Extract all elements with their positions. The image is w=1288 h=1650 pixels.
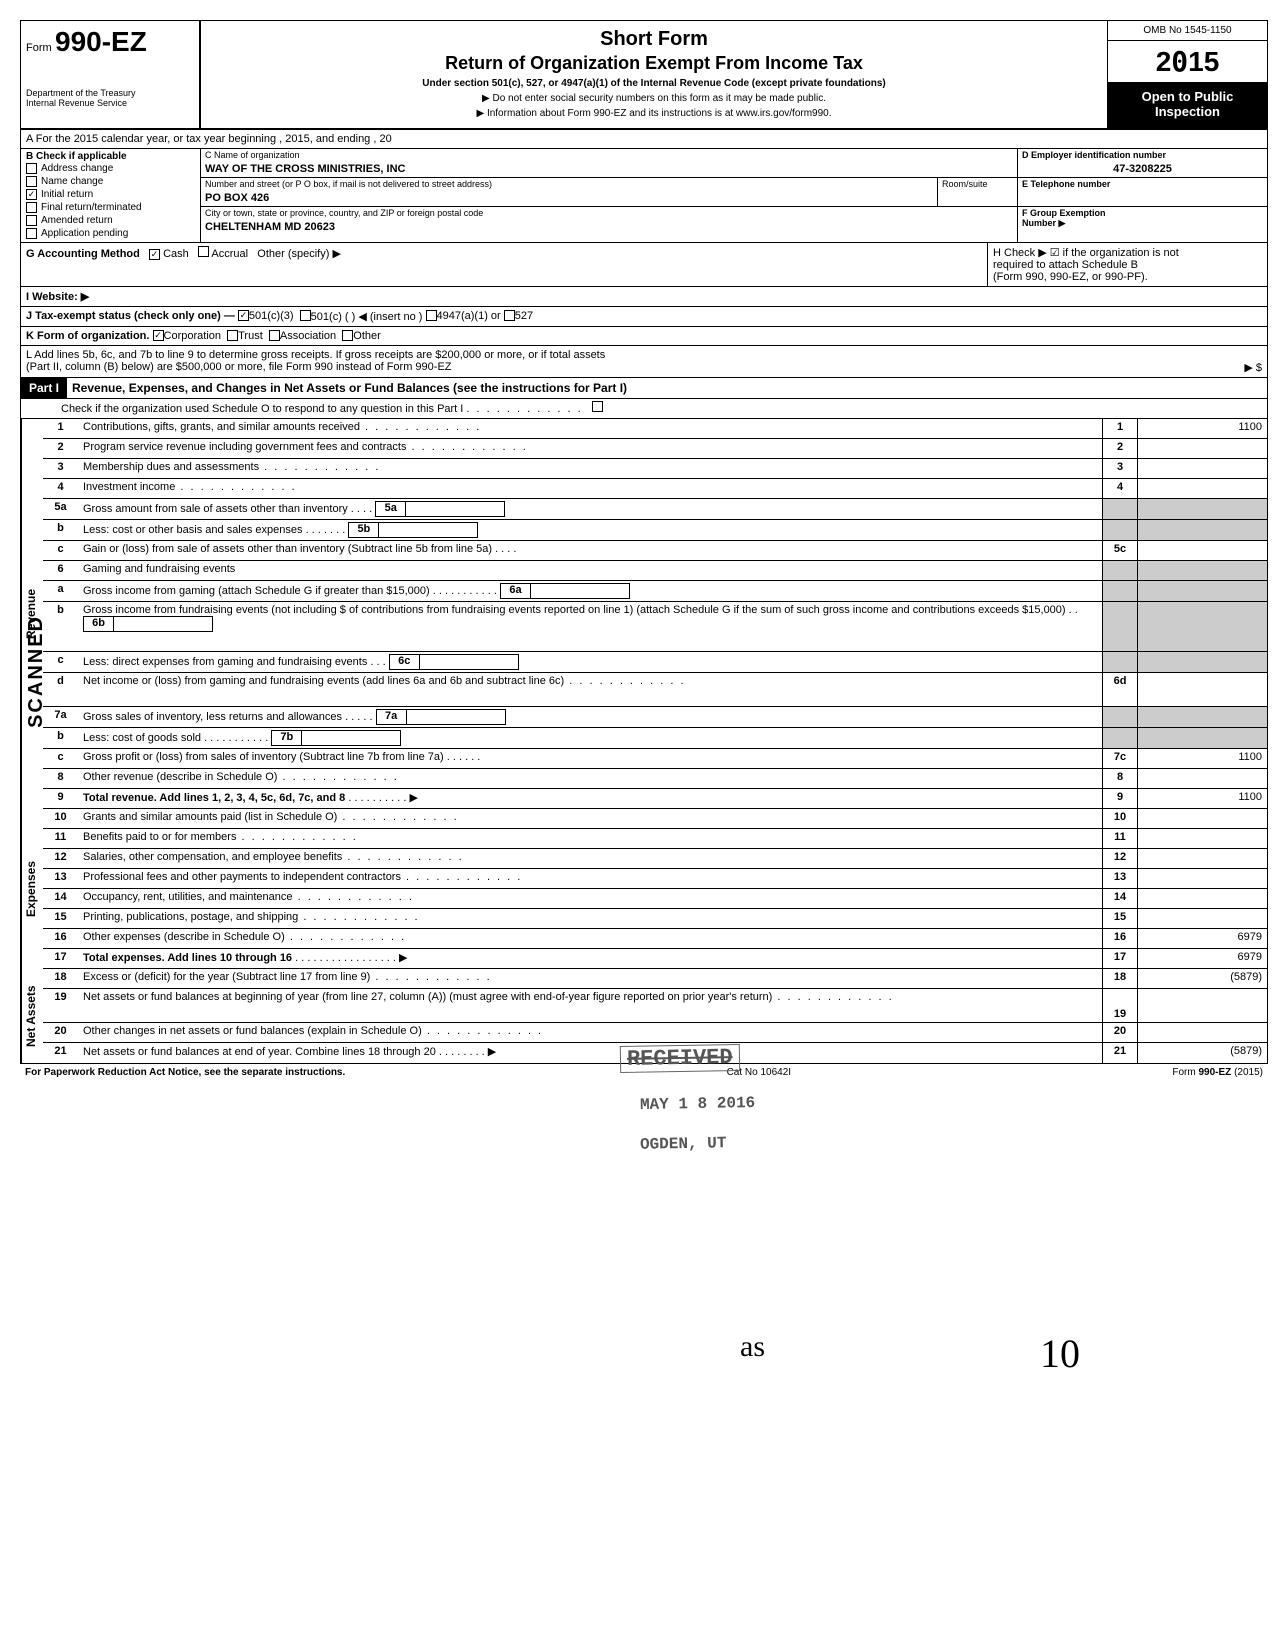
omb-number: OMB No 1545-1150 <box>1108 21 1267 41</box>
tax-year: 2015 <box>1108 41 1267 83</box>
form-of-org-row: K Form of organization. Corporation Trus… <box>21 327 1267 346</box>
amt-6d <box>1137 673 1267 706</box>
side-revenue: Revenue <box>21 419 43 809</box>
expenses-section: Expenses 10Grants and similar amounts pa… <box>21 809 1267 969</box>
handwriting-initials: as <box>740 1330 765 1364</box>
title-short-form: Short Form <box>211 28 1097 51</box>
city-state-zip: CHELTENHAM MD 20623 <box>201 219 1017 235</box>
cb-4947[interactable] <box>426 310 437 321</box>
label-accounting: G Accounting Method <box>26 248 140 260</box>
section-b-label: B Check if applicable <box>26 151 195 162</box>
form-number: 990-EZ <box>55 26 147 57</box>
section-h: H Check ▶ ☑ if the organization is not r… <box>987 243 1267 286</box>
handwriting-number: 10 <box>1040 1330 1080 1377</box>
stamp-received: RECEIVED <box>620 1044 740 1073</box>
label-org-name: C Name of organization <box>201 149 1017 161</box>
revenue-section: Revenue 1Contributions, gifts, grants, a… <box>21 419 1267 809</box>
amt-17: 6979 <box>1137 949 1267 968</box>
amt-2 <box>1137 439 1267 458</box>
part1-header: Part I Revenue, Expenses, and Changes in… <box>21 378 1267 399</box>
website-row: I Website: ▶ <box>21 287 1267 307</box>
cb-501c3[interactable] <box>238 310 249 321</box>
cb-other-org[interactable] <box>342 330 353 341</box>
label-phone: E Telephone number <box>1018 178 1267 190</box>
line-l: L Add lines 5b, 6c, and 7b to line 9 to … <box>21 346 1267 378</box>
amt-9: 1100 <box>1137 789 1267 808</box>
form-prefix: Form <box>26 42 52 54</box>
instr-info: ▶ Information about Form 990-EZ and its … <box>211 108 1097 119</box>
open-public: Open to Public Inspection <box>1108 83 1267 128</box>
amt-11 <box>1137 829 1267 848</box>
side-netassets: Net Assets <box>21 969 43 1063</box>
subtitle: Under section 501(c), 527, or 4947(a)(1)… <box>211 78 1097 89</box>
stamp-ogden: OGDEN, UT <box>640 1134 727 1154</box>
amt-7c: 1100 <box>1137 749 1267 768</box>
label-group-exempt: F Group Exemption Number ▶ <box>1018 207 1267 230</box>
cb-corp[interactable] <box>153 330 164 341</box>
amt-20 <box>1137 1023 1267 1042</box>
cb-initial-return[interactable]: Initial return <box>26 188 195 201</box>
label-city: City or town, state or province, country… <box>201 207 1017 219</box>
cb-pending[interactable]: Application pending <box>26 227 195 240</box>
address: PO BOX 426 <box>201 190 937 206</box>
amt-3 <box>1137 459 1267 478</box>
amt-18: (5879) <box>1137 969 1267 988</box>
cb-assoc[interactable] <box>269 330 280 341</box>
label-room: Room/suite <box>938 178 1017 190</box>
amt-12 <box>1137 849 1267 868</box>
amt-5c <box>1137 541 1267 560</box>
cb-501c[interactable] <box>300 310 311 321</box>
title-return: Return of Organization Exempt From Incom… <box>211 53 1097 74</box>
amt-13 <box>1137 869 1267 888</box>
amt-19 <box>1137 989 1267 1022</box>
cb-cash[interactable] <box>149 249 160 260</box>
ein: 47-3208225 <box>1018 161 1267 177</box>
dept-label: Department of the Treasury Internal Reve… <box>26 88 194 108</box>
cb-amended[interactable]: Amended return <box>26 214 195 227</box>
cb-name-change[interactable]: Name change <box>26 175 195 188</box>
amt-16: 6979 <box>1137 929 1267 948</box>
amt-15 <box>1137 909 1267 928</box>
cb-trust[interactable] <box>227 330 238 341</box>
cb-527[interactable] <box>504 310 515 321</box>
tax-exempt-row: J Tax-exempt status (check only one) — 5… <box>21 307 1267 327</box>
instr-ssn: ▶ Do not enter social security numbers o… <box>211 93 1097 104</box>
cb-schedule-o[interactable] <box>592 401 603 412</box>
part1-check-line: Check if the organization used Schedule … <box>56 399 1267 418</box>
amt-1: 1100 <box>1137 419 1267 438</box>
amt-8 <box>1137 769 1267 788</box>
form-header: Form 990-EZ Department of the Treasury I… <box>21 21 1267 130</box>
stamp-date: MAY 1 8 2016 <box>640 1094 756 1114</box>
side-expenses: Expenses <box>21 809 43 969</box>
label-ein: D Employer identification number <box>1018 149 1267 161</box>
label-address: Number and street (or P O box, if mail i… <box>201 178 937 190</box>
amt-10 <box>1137 809 1267 828</box>
amt-14 <box>1137 889 1267 908</box>
amt-21: (5879) <box>1137 1043 1267 1063</box>
cb-address-change[interactable]: Address change <box>26 162 195 175</box>
cb-final-return[interactable]: Final return/terminated <box>26 201 195 214</box>
amt-4 <box>1137 479 1267 498</box>
cb-accrual[interactable] <box>198 246 209 257</box>
org-name: WAY OF THE CROSS MINISTRIES, INC <box>201 161 1017 177</box>
section-a-tax-year: A For the 2015 calendar year, or tax yea… <box>21 130 1267 149</box>
org-info-block: B Check if applicable Address change Nam… <box>21 149 1267 243</box>
form-990ez: Form 990-EZ Department of the Treasury I… <box>20 20 1268 1064</box>
